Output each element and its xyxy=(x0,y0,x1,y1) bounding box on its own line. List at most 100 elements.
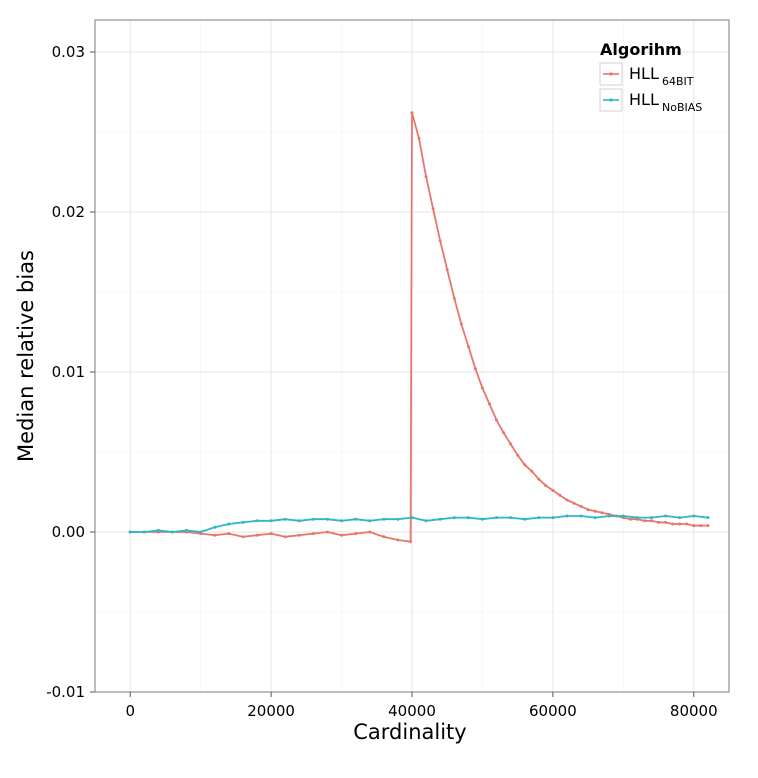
data-point xyxy=(297,533,301,537)
series-layer xyxy=(128,111,710,544)
data-point xyxy=(452,296,456,300)
data-point xyxy=(227,522,231,526)
x-tick-label: 0 xyxy=(125,702,135,720)
data-point xyxy=(297,519,301,523)
data-point xyxy=(480,517,484,521)
data-point xyxy=(311,517,315,521)
data-point xyxy=(706,516,710,520)
data-point xyxy=(480,386,484,390)
data-point xyxy=(509,442,513,446)
data-point xyxy=(445,268,449,272)
data-point xyxy=(326,517,329,521)
data-point xyxy=(558,493,562,497)
axis-tick-labels: 0 20000 40000 60000 80000 -0.01 0.00 0.01 0.02 0.… xyxy=(46,43,717,720)
data-point xyxy=(311,532,315,536)
data-point xyxy=(128,530,132,534)
data-point xyxy=(488,402,491,406)
data-point xyxy=(283,535,287,539)
data-point xyxy=(664,514,668,518)
data-point xyxy=(657,520,661,524)
data-point xyxy=(199,530,203,534)
data-point xyxy=(650,516,653,520)
data-point xyxy=(417,136,421,140)
data-point xyxy=(692,524,696,528)
data-point xyxy=(600,511,604,515)
data-point xyxy=(635,516,639,520)
data-point xyxy=(241,535,245,539)
y-tick-label: 0.02 xyxy=(52,203,85,221)
data-point xyxy=(509,516,513,520)
data-point xyxy=(340,519,344,523)
data-point xyxy=(213,525,217,529)
data-point xyxy=(643,519,646,523)
data-point xyxy=(156,528,160,532)
data-point xyxy=(502,431,506,435)
data-point xyxy=(227,532,231,536)
series-hll-64bit xyxy=(128,111,710,544)
data-point xyxy=(579,514,583,518)
legend-label-main: HLL xyxy=(629,90,659,109)
data-point xyxy=(586,508,590,512)
x-tick-label: 40000 xyxy=(388,702,436,720)
data-point xyxy=(396,517,400,521)
data-point xyxy=(354,517,358,521)
data-point xyxy=(537,477,541,481)
data-point xyxy=(495,516,498,520)
data-point xyxy=(255,519,259,523)
data-point xyxy=(565,514,569,518)
y-tick-label: 0.03 xyxy=(52,43,85,61)
y-axis-title: Median relative bias xyxy=(14,250,38,462)
data-point xyxy=(593,516,597,520)
data-point xyxy=(699,524,703,528)
data-point xyxy=(452,516,456,520)
y-tick-label: 0.00 xyxy=(52,523,85,541)
data-point xyxy=(706,524,710,528)
data-point xyxy=(142,530,146,534)
data-point xyxy=(621,514,625,518)
data-point xyxy=(438,239,442,243)
data-point xyxy=(326,530,329,534)
data-point xyxy=(354,532,358,536)
legend-label-sub: 64BIT xyxy=(662,75,694,88)
data-point xyxy=(410,111,414,115)
data-point xyxy=(424,175,428,179)
data-point xyxy=(459,322,463,326)
legend-label-main: HLL xyxy=(629,64,659,83)
data-point xyxy=(593,509,597,513)
legend: Algorihm HLL 64BIT HLL NoBIAS xyxy=(599,40,702,114)
data-point xyxy=(171,530,174,534)
data-point xyxy=(516,453,520,457)
data-point xyxy=(664,520,668,524)
data-point xyxy=(537,516,541,520)
data-point xyxy=(410,516,414,520)
data-point xyxy=(438,517,442,521)
data-point xyxy=(523,517,527,521)
data-point xyxy=(431,207,435,211)
x-tick-label: 80000 xyxy=(670,702,718,720)
data-point xyxy=(678,522,682,526)
legend-title: Algorihm xyxy=(600,40,682,59)
data-point xyxy=(409,540,413,544)
data-point xyxy=(650,519,653,523)
data-point xyxy=(692,514,696,518)
data-point xyxy=(607,514,611,518)
data-point xyxy=(185,528,189,532)
data-point xyxy=(368,519,372,523)
data-point xyxy=(340,533,344,537)
legend-entry-hll-64bit: HLL 64BIT xyxy=(599,62,694,88)
data-point xyxy=(530,469,534,473)
data-point xyxy=(382,535,386,539)
series-line xyxy=(130,515,709,533)
series-line xyxy=(130,111,708,543)
data-point xyxy=(579,504,583,508)
data-point xyxy=(678,516,682,520)
data-point xyxy=(424,519,428,523)
data-point xyxy=(269,532,273,536)
legend-label-sub: NoBIAS xyxy=(662,101,702,114)
y-tick-label: 0.01 xyxy=(52,363,85,381)
x-tick-label: 60000 xyxy=(529,702,577,720)
data-point xyxy=(495,418,498,422)
data-point xyxy=(396,538,400,542)
data-point xyxy=(368,530,372,534)
